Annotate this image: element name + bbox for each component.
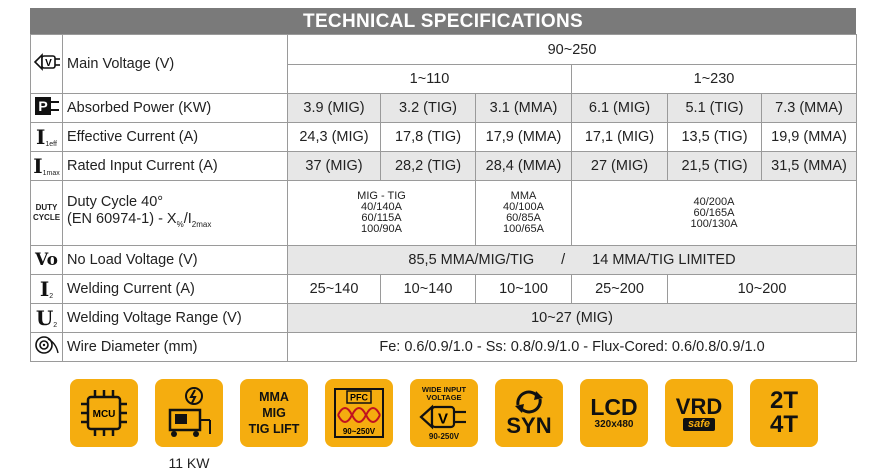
main-voltage-high: 1~230 — [570, 64, 858, 94]
rated-input-label: Rated Input Current (A) — [62, 151, 288, 181]
row-wire-diameter: Wire Diameter (mm) Fe: 0.6/0.9/1.0 - Ss:… — [30, 332, 858, 362]
main-voltage-label: Main Voltage (V) — [62, 34, 288, 94]
power-plug-icon: P — [30, 93, 63, 123]
duty-cycle-low-mig-tig: MIG - TIG 40/140A 60/115A 100/90A — [287, 180, 476, 246]
duty-cycle-icon: DUTY CYCLE — [30, 180, 63, 246]
row-welding-current: I2 Welding Current (A) 25~140 10~140 10~… — [30, 274, 858, 304]
effective-current-value: 17,8 (TIG) — [380, 122, 476, 152]
main-voltage-low: 1~110 — [287, 64, 572, 94]
spec-title: TECHNICAL SPECIFICATIONS — [30, 8, 856, 34]
no-load-value: 85,5 MMA/MIG/TIG / 14 MMA/TIG LIMITED — [286, 245, 858, 275]
row-absorbed-power: P Absorbed Power (KW) 3.9 (MIG) 3.2 (TIG… — [30, 93, 858, 123]
svg-text:MCU: MCU — [93, 409, 116, 420]
row-effective-current: I1eff Effective Current (A) 24,3 (MIG) 1… — [30, 122, 858, 152]
rated-input-value: 21,5 (TIG) — [667, 151, 762, 181]
duty-cycle-low-mma: MMA 40/100A 60/85A 100/65A — [475, 180, 572, 246]
sync-arrows-icon — [515, 390, 543, 414]
svg-text:V: V — [45, 58, 52, 69]
vrd-badge: VRD safe — [665, 379, 733, 447]
svg-text:PFC: PFC — [350, 393, 369, 403]
effective-current-value: 17,1 (MIG) — [571, 122, 668, 152]
syn-badge: SYN — [495, 379, 563, 447]
rated-input-value: 37 (MIG) — [287, 151, 381, 181]
absorbed-power-label: Absorbed Power (KW) — [62, 93, 288, 123]
welding-current-value: 10~140 — [380, 274, 476, 304]
duty-cycle-label: Duty Cycle 40° (EN 60974-1) - X%/I2max — [62, 180, 288, 246]
pfc-wave-icon: PFC 90~250V — [334, 388, 384, 438]
row-no-load-voltage: Vo No Load Voltage (V) 85,5 MMA/MIG/TIG … — [30, 245, 858, 275]
effective-current-value: 24,3 (MIG) — [287, 122, 381, 152]
mcu-chip-icon: MCU — [81, 390, 127, 436]
welding-current-value: 25~140 — [287, 274, 381, 304]
rated-input-value: 28,2 (TIG) — [380, 151, 476, 181]
welding-current-value: 10~200 — [666, 274, 858, 304]
absorbed-power-value: 6.1 (MIG) — [571, 93, 668, 123]
rated-current-icon: I1max — [30, 151, 63, 181]
wire-diameter-label: Wire Diameter (mm) — [62, 332, 288, 362]
welding-voltage-value: 10~27 (MIG) — [286, 303, 858, 333]
welding-voltage-icon: U2 — [30, 303, 63, 333]
absorbed-power-value: 3.1 (MMA) — [475, 93, 572, 123]
feature-badges: MCU MMA MIG TIG LIFT PFC 90~250V WI — [70, 379, 830, 449]
no-load-voltage-icon: Vo — [30, 245, 63, 275]
row-duty-cycle: DUTY CYCLE Duty Cycle 40° (EN 60974-1) -… — [30, 180, 858, 246]
spec-table: V Main Voltage (V) 90~250 1~110 1~230 P … — [30, 34, 858, 362]
generator-badge — [155, 379, 223, 447]
absorbed-power-value: 3.2 (TIG) — [380, 93, 476, 123]
effective-current-label: Effective Current (A) — [62, 122, 288, 152]
effective-current-icon: I1eff — [30, 122, 63, 152]
row-welding-voltage: U2 Welding Voltage Range (V) 10~27 (MIG) — [30, 303, 858, 333]
generator-icon — [168, 387, 211, 437]
wide-input-badge: WIDE INPUT VOLTAGE V 90-250V — [410, 379, 478, 447]
absorbed-power-value: 5.1 (TIG) — [667, 93, 762, 123]
welding-current-value: 10~100 — [475, 274, 572, 304]
welding-voltage-label: Welding Voltage Range (V) — [62, 303, 288, 333]
effective-current-value: 19,9 (MMA) — [760, 122, 858, 152]
wire-spool-icon — [30, 332, 63, 362]
main-voltage-range: 90~250 — [286, 34, 858, 65]
absorbed-power-value: 3.9 (MIG) — [287, 93, 381, 123]
absorbed-power-value: 7.3 (MMA) — [760, 93, 858, 123]
welding-current-value: 25~200 — [571, 274, 668, 304]
row-main-voltage-sub: 1~110 1~230 — [31, 64, 858, 94]
row-main-voltage: V Main Voltage (V) 90~250 — [30, 34, 858, 94]
wide-voltage-plug-icon: V — [419, 404, 466, 429]
rated-input-value: 31,5 (MMA) — [760, 151, 858, 181]
voltage-plug-icon: V — [30, 34, 63, 94]
no-load-label: No Load Voltage (V) — [62, 245, 288, 275]
rated-input-value: 28,4 (MMA) — [475, 151, 572, 181]
effective-current-value: 17,9 (MMA) — [475, 122, 572, 152]
wire-diameter-value: Fe: 0.6/0.9/1.0 - Ss: 0.8/0.9/1.0 - Flux… — [286, 332, 858, 362]
duty-cycle-high: 40/200A 60/165A 100/130A — [570, 180, 858, 246]
welding-current-icon: I2 — [30, 274, 63, 304]
rated-input-value: 27 (MIG) — [571, 151, 668, 181]
svg-text:90~250V: 90~250V — [343, 427, 376, 436]
welding-current-label: Welding Current (A) — [62, 274, 288, 304]
svg-text:P: P — [38, 98, 47, 114]
pfc-badge: PFC 90~250V — [325, 379, 393, 447]
effective-current-value: 13,5 (TIG) — [667, 122, 762, 152]
trigger-mode-badge: 2T 4T — [750, 379, 818, 447]
row-rated-input-current: I1max Rated Input Current (A) 37 (MIG) 2… — [30, 151, 858, 181]
process-badge: MMA MIG TIG LIFT — [240, 379, 308, 447]
generator-caption: 11 KW — [168, 455, 210, 471]
mcu-badge: MCU — [70, 379, 138, 447]
svg-text:V: V — [438, 410, 448, 427]
lcd-badge: LCD 320x480 — [580, 379, 648, 447]
